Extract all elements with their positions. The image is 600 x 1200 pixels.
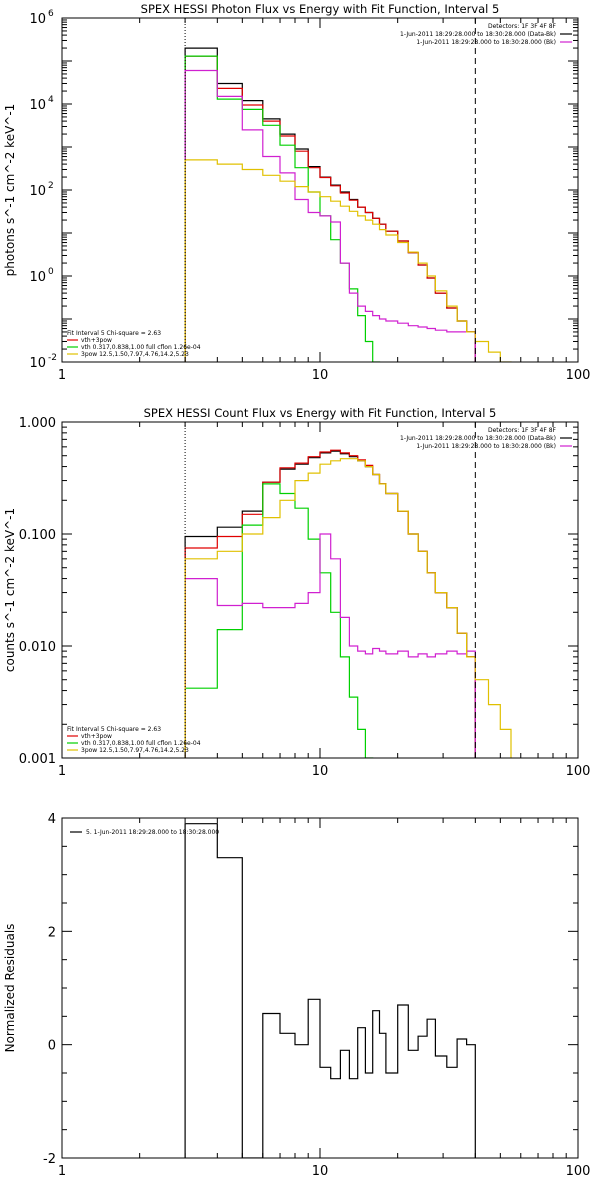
- x-tick-label: 1: [58, 1164, 66, 1179]
- chart-title: SPEX HESSI Photon Flux vs Energy with Fi…: [141, 2, 500, 16]
- series-line-2: [184, 483, 374, 758]
- y-tick-exponent: 4: [48, 95, 54, 105]
- y-axis-label: photons s^-1 cm^-2 keV^-1: [3, 104, 17, 277]
- series-line-2: [184, 55, 381, 362]
- y-tick-label: 10: [29, 12, 46, 27]
- chart-title: SPEX HESSI Count Flux vs Energy with Fit…: [144, 406, 497, 420]
- series-group: [184, 449, 512, 758]
- y-tick-exponent: -2: [48, 353, 57, 363]
- legend-bottom-text: Fit Interval 5 Chi-square = 2.63: [67, 330, 161, 337]
- legend-bottom-text: 3pow 12.5,1.50,7.97,4.76,14.2,5.23: [81, 351, 189, 358]
- legend-top-text: 1-Jun-2011 18:29:28.000 to 18:30:28.000 …: [416, 39, 556, 46]
- x-tick-label: 100: [566, 368, 591, 383]
- series-line-3: [184, 69, 476, 362]
- y-tick-label: 1.000: [19, 416, 56, 431]
- x-tick-label: 100: [566, 764, 591, 779]
- residuals-panel: Normalized Residuals 1 10 100 -2 0 2 4 5. 1-Jun-…: [3, 812, 590, 1179]
- x-tick-label: 10: [312, 764, 329, 779]
- plot-frame: [61, 817, 579, 1159]
- x-tick-label: 10: [312, 368, 329, 383]
- series-line-0: [184, 47, 476, 362]
- x-tick-label: 10: [312, 1164, 329, 1179]
- legend-top-text: Detectors: 1F 3F 4F 8F: [488, 23, 557, 30]
- y-tick-label: 0.100: [19, 528, 56, 543]
- y-tick-label: 0.001: [19, 752, 56, 767]
- y-tick-exponent: 2: [48, 181, 54, 191]
- series-line-4: [184, 458, 512, 758]
- legend-top-text: 1-Jun-2011 18:29:28.000 to 18:30:28.000 …: [416, 443, 556, 450]
- legend-bottom-text: vth 0.317,0.838,1.00 full cflon 1.26e-04: [81, 344, 201, 351]
- legend-top-text: 1-Jun-2011 18:29:28.000 to 18:30:28.000 …: [400, 435, 556, 442]
- y-axis-label: Normalized Residuals: [3, 924, 17, 1053]
- x-tick-label: 1: [58, 368, 66, 383]
- series-line-3: [184, 533, 476, 758]
- y-tick-label: 0: [48, 1039, 56, 1054]
- y-tick-exponent: 6: [48, 9, 54, 19]
- y-tick-label: 10: [29, 270, 46, 285]
- series-group: [184, 47, 512, 362]
- series-line-0: [184, 823, 476, 1158]
- legend-bottom-text: Fit Interval 5 Chi-square = 2.63: [67, 726, 161, 733]
- legend-bottom-text: 3pow 12.5,1.50,7.97,4.76,14.2,5.23: [81, 747, 189, 754]
- y-tick-label: -2: [43, 1152, 56, 1167]
- y-axis-label: counts s^-1 cm^-2 keV^-1: [3, 508, 17, 672]
- x-tick-label: 100: [566, 1164, 591, 1179]
- legend-top-text: 1-Jun-2011 18:29:28.000 to 18:30:28.000 …: [400, 31, 556, 38]
- legend-bottom-text: vth+3pow: [81, 733, 112, 740]
- count-flux-panel: SPEX HESSI Count Flux vs Energy with Fit…: [3, 406, 590, 779]
- series-group: [184, 823, 476, 1158]
- y-tick-label: 10: [29, 98, 46, 113]
- y-tick-label: 10: [29, 356, 46, 371]
- x-tick-label: 1: [58, 764, 66, 779]
- y-tick-label: 0.010: [19, 640, 56, 655]
- plot-frame: [61, 17, 579, 363]
- series-line-4: [184, 159, 512, 362]
- legend-left-text: 5. 1-Jun-2011 18:29:28.000 to 18:30:28.0…: [86, 829, 219, 836]
- photon-flux-panel: SPEX HESSI Photon Flux vs Energy with Fi…: [3, 2, 590, 383]
- y-tick-label: 2: [48, 925, 56, 940]
- series-line-1: [184, 55, 476, 362]
- legend-bottom-text: vth+3pow: [81, 337, 112, 344]
- y-tick-label: 10: [29, 184, 46, 199]
- y-tick-exponent: 0: [48, 267, 54, 277]
- legend-top-text: Detectors: 1F 3F 4F 8F: [488, 427, 557, 434]
- y-tick-label: 4: [48, 812, 56, 827]
- legend-bottom-text: vth 0.317,0.838,1.00 full cflon 1.26e-04: [81, 740, 201, 747]
